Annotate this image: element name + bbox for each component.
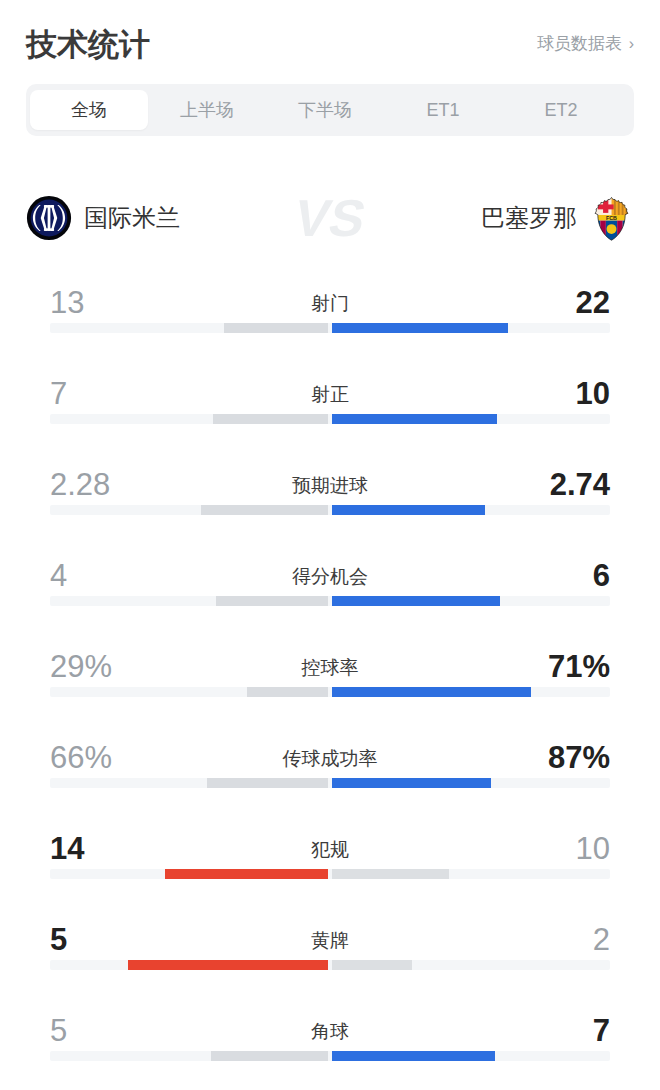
svg-text:FCB: FCB	[606, 214, 617, 220]
